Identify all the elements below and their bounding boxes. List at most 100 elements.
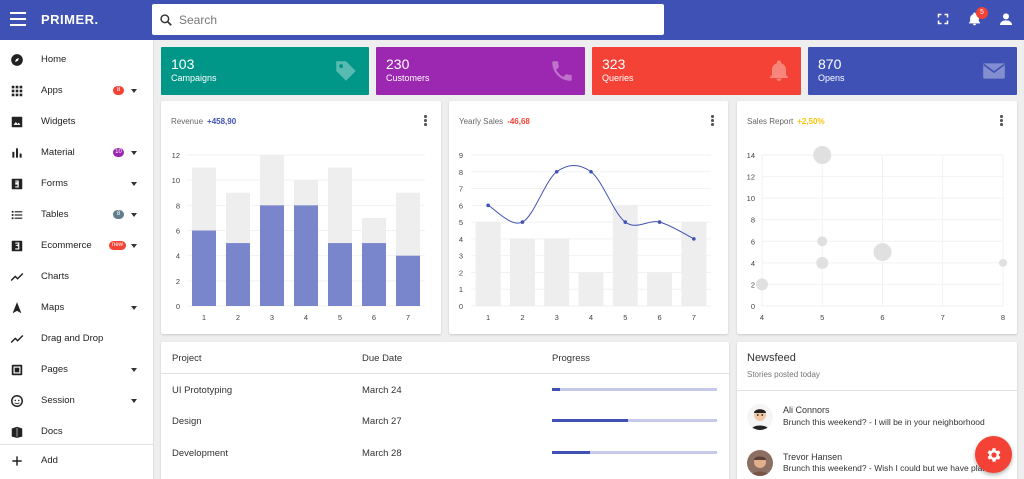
x-tick-label: 5: [338, 313, 342, 322]
newsfeed-subtitle: Stories posted today: [747, 370, 820, 379]
y-tick-label: 3: [459, 252, 463, 261]
sidebar-item-pages[interactable]: Pages: [0, 355, 153, 385]
app-logo[interactable]: PRIMER.: [41, 12, 99, 27]
progress-bar: [552, 451, 717, 454]
sidebar-item-session[interactable]: Session: [0, 386, 153, 416]
sidebar-item-label: Forms: [41, 178, 68, 189]
project-due-date: March 24: [362, 385, 402, 396]
plus-icon: [12, 456, 22, 466]
avatar: [747, 404, 773, 430]
x-tick-label: 4: [589, 313, 593, 322]
column-header-project: Project: [172, 353, 202, 364]
ecommerce-icon: [11, 240, 23, 252]
notification-badge: 5: [976, 7, 988, 19]
stat-value: 230: [386, 56, 410, 72]
line-point: [554, 169, 559, 174]
image-icon: [11, 116, 23, 128]
project-name: UI Prototyping: [172, 385, 233, 396]
sidebar-item-label: Maps: [41, 302, 65, 313]
stat-card-queries[interactable]: 323 Queries: [592, 47, 801, 95]
x-tick-label: 1: [202, 313, 206, 322]
y-tick-label: 0: [176, 302, 180, 311]
stat-card-customers[interactable]: 230 Customers: [376, 47, 585, 95]
tag-icon: [336, 61, 356, 81]
sidebar-item-maps[interactable]: Maps: [0, 293, 153, 323]
y-tick-label: 8: [176, 201, 180, 210]
sidebar-item-drag-and-drop[interactable]: Drag and Drop: [0, 324, 153, 354]
bar-revenue: [362, 243, 386, 306]
sidebar-item-material[interactable]: Material 10: [0, 138, 153, 168]
yearly-sales-chart-card: Yearly Sales -46,68 0 1 2 3 4 5 6 7 8 9 1 2 3 4 5 6 7: [449, 101, 728, 334]
top-app-bar: PRIMER. 5: [0, 0, 1024, 40]
more-vert-icon[interactable]: [1000, 115, 1003, 127]
y-tick-label: 12: [747, 173, 755, 182]
project-name: Design: [172, 416, 202, 427]
sidebar-add-button[interactable]: Add: [0, 446, 153, 476]
y-tick-label: 10: [747, 194, 755, 203]
account-icon[interactable]: [998, 11, 1014, 27]
menu-icon[interactable]: [10, 12, 26, 26]
chevron-down-icon: [131, 151, 137, 155]
settings-fab-button[interactable]: [975, 436, 1012, 473]
sales-report-scatter-chart: 0 2 4 6 8 10 12 14 4 5 6 7 8: [747, 146, 1007, 322]
y-tick-label: 6: [459, 201, 463, 210]
more-vert-icon[interactable]: [424, 115, 427, 127]
y-tick-label: 4: [751, 259, 755, 268]
sidebar-item-home[interactable]: Home: [0, 45, 153, 75]
y-tick-label: 1: [459, 285, 463, 294]
x-tick-label: 4: [304, 313, 308, 322]
sidebar-item-ecommerce[interactable]: Ecommerce new: [0, 231, 153, 261]
x-tick-label: 2: [520, 313, 524, 322]
x-tick-label: 7: [692, 313, 696, 322]
bar-sales: [647, 272, 673, 306]
column-header-due-date: Due Date: [362, 353, 403, 364]
column-header-progress: Progress: [552, 353, 591, 364]
sidebar-item-label: Home: [41, 54, 67, 65]
y-tick-label: 6: [176, 227, 180, 236]
bar-chart-icon: [12, 148, 22, 158]
x-tick-label: 7: [406, 313, 410, 322]
sidebar-item-label: Apps: [41, 85, 63, 96]
newsfeed-card: Newsfeed Stories posted today Ali Connor…: [737, 342, 1017, 479]
sidebar-item-label: Docs: [41, 426, 63, 437]
sidebar-item-charts[interactable]: Charts: [0, 262, 153, 292]
sales-delta: +2,50%: [797, 117, 825, 126]
x-tick-label: 3: [270, 313, 274, 322]
search-icon: [160, 13, 172, 26]
y-tick-label: 6: [751, 237, 755, 246]
news-text: Brunch this weekend? - Wish I could but …: [783, 463, 992, 473]
apps-badge: 8: [113, 86, 124, 95]
sidebar-item-docs[interactable]: Docs: [0, 417, 153, 447]
y-tick-label: 2: [176, 277, 180, 286]
stat-card-opens[interactable]: 870 Opens: [808, 47, 1017, 95]
y-tick-label: 4: [176, 252, 180, 261]
search-box[interactable]: [152, 4, 664, 35]
navigation-icon: [12, 302, 22, 314]
scatter-bubble: [817, 236, 828, 247]
avatar: [747, 450, 773, 476]
sidebar-item-forms[interactable]: Forms: [0, 169, 153, 199]
x-tick-label: 8: [1001, 313, 1005, 322]
sidebar-item-label: Drag and Drop: [41, 333, 104, 344]
sidebar-item-widgets[interactable]: Widgets: [0, 107, 153, 137]
sidebar-item-tables[interactable]: Tables 8: [0, 200, 153, 230]
stat-card-campaigns[interactable]: 103 Campaigns: [161, 47, 369, 95]
y-tick-label: 12: [172, 151, 180, 160]
bar-sales: [578, 272, 604, 306]
y-tick-label: 9: [459, 151, 463, 160]
news-author: Trevor Hansen: [783, 452, 843, 462]
sidebar-item-apps[interactable]: Apps 8: [0, 76, 153, 106]
newsfeed-title: Newsfeed: [747, 352, 796, 364]
x-tick-label: 4: [760, 313, 764, 322]
line-point: [486, 203, 490, 208]
chart-title: Revenue +458,90: [171, 117, 237, 126]
stat-label: Campaigns: [171, 73, 217, 83]
chart-title: Yearly Sales -46,68: [459, 117, 530, 126]
revenue-chart-card: Revenue +458,90 0 2 4 6 8 10 12 1 2 3 4 5 6 7: [161, 101, 441, 334]
more-vert-icon[interactable]: [711, 115, 714, 127]
search-input[interactable]: [179, 12, 639, 27]
fullscreen-icon[interactable]: [937, 13, 949, 25]
y-tick-label: 0: [751, 302, 755, 311]
pages-icon: [11, 364, 23, 376]
